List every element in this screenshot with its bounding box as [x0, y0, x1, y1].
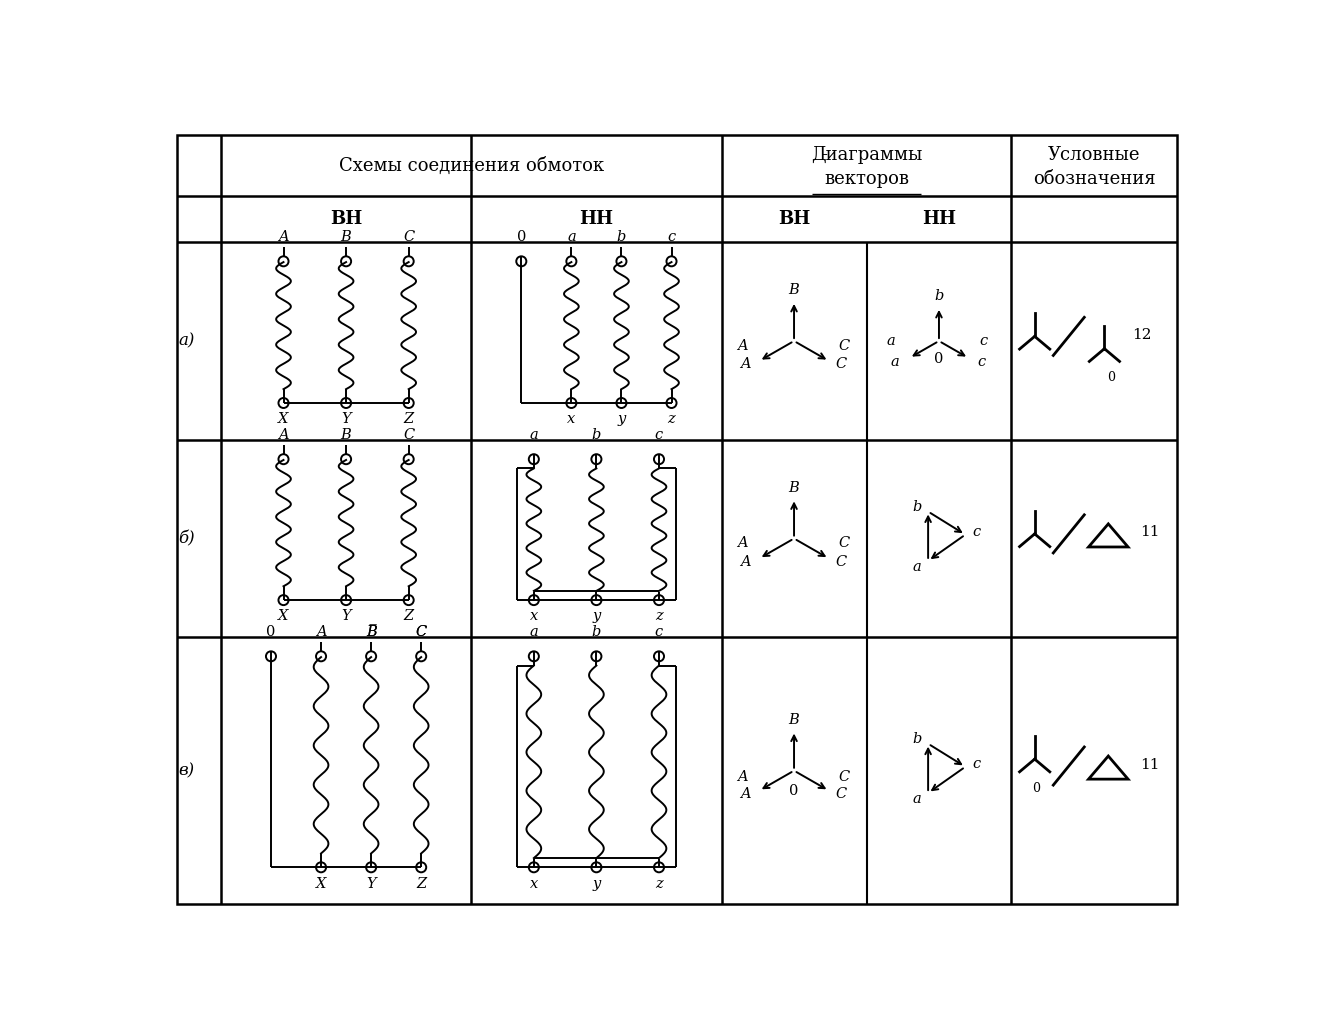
- Text: Z: Z: [404, 609, 413, 624]
- Text: Условные: Условные: [1048, 146, 1140, 165]
- Text: 0: 0: [517, 230, 526, 244]
- Text: -: -: [820, 146, 827, 165]
- Text: b: b: [617, 230, 626, 244]
- Text: C: C: [403, 428, 415, 442]
- Text: c: c: [972, 525, 980, 538]
- Text: a: a: [913, 792, 922, 806]
- Text: A: A: [740, 787, 750, 801]
- Text: z: z: [667, 413, 675, 426]
- Text: ВН: ВН: [778, 210, 810, 228]
- Text: B̅: B̅: [366, 626, 376, 639]
- Text: y: y: [617, 413, 626, 426]
- Text: a: a: [567, 230, 576, 244]
- Text: A: A: [737, 770, 748, 784]
- Text: y: y: [592, 609, 601, 624]
- Text: a: a: [886, 334, 896, 348]
- Text: b: b: [592, 428, 601, 442]
- Text: обозначения: обозначения: [1033, 170, 1156, 187]
- Text: z: z: [655, 609, 663, 624]
- Text: A: A: [737, 339, 748, 353]
- Text: C: C: [416, 626, 427, 639]
- Text: B: B: [341, 230, 351, 244]
- Text: a: a: [890, 355, 900, 368]
- Text: C: C: [403, 230, 415, 244]
- Text: c: c: [979, 334, 987, 348]
- Text: y: y: [592, 877, 601, 890]
- Text: X: X: [279, 413, 289, 426]
- Text: b: b: [913, 500, 922, 513]
- Text: C: C: [838, 536, 849, 551]
- Text: c: c: [972, 756, 980, 771]
- Text: c: c: [667, 230, 675, 244]
- Text: 0: 0: [934, 352, 943, 365]
- Text: Y: Y: [366, 877, 376, 890]
- Text: b: b: [913, 732, 922, 746]
- Text: x: x: [567, 413, 576, 426]
- Text: Диаграммы: Диаграммы: [811, 146, 922, 165]
- Text: б): б): [178, 530, 196, 547]
- Text: 11: 11: [1140, 757, 1159, 772]
- Text: x: x: [530, 877, 538, 890]
- Text: b: b: [934, 289, 943, 304]
- Text: 11: 11: [1140, 526, 1159, 539]
- Text: B: B: [366, 626, 376, 639]
- Text: Схемы соединения обмоток: Схемы соединения обмоток: [338, 156, 604, 175]
- Text: C: C: [838, 770, 849, 784]
- Text: Y: Y: [341, 609, 351, 624]
- Text: векторов: векторов: [824, 170, 909, 187]
- Text: c: c: [655, 626, 663, 639]
- Text: 0: 0: [1107, 371, 1115, 385]
- Text: в): в): [178, 762, 194, 779]
- Text: 0: 0: [267, 626, 276, 639]
- Text: C: C: [835, 787, 847, 801]
- Text: A: A: [740, 357, 750, 371]
- Text: A: A: [279, 230, 289, 244]
- Text: C: C: [416, 626, 427, 639]
- Text: Z: Z: [416, 877, 427, 890]
- Text: X: X: [316, 877, 326, 890]
- Text: B: B: [789, 713, 799, 726]
- Text: b: b: [592, 626, 601, 639]
- Text: B: B: [789, 283, 799, 297]
- Text: Z: Z: [404, 413, 413, 426]
- Text: B: B: [789, 481, 799, 495]
- Text: C: C: [835, 357, 847, 371]
- Text: a: a: [913, 560, 922, 574]
- Text: 0: 0: [790, 784, 799, 797]
- Text: X: X: [279, 609, 289, 624]
- Text: 0: 0: [1032, 782, 1040, 794]
- Text: x: x: [530, 609, 538, 624]
- Text: c: c: [655, 428, 663, 442]
- Text: a: a: [530, 626, 538, 639]
- Text: НН: НН: [580, 210, 613, 228]
- Text: НН: НН: [922, 210, 956, 228]
- Text: B: B: [341, 428, 351, 442]
- Text: z: z: [655, 877, 663, 890]
- Text: C: C: [838, 339, 849, 353]
- Text: c: c: [978, 355, 985, 368]
- Text: A: A: [740, 555, 750, 569]
- Text: а): а): [178, 332, 194, 350]
- Text: Y: Y: [341, 413, 351, 426]
- Text: A: A: [737, 536, 748, 551]
- Text: a: a: [530, 428, 538, 442]
- Text: 12: 12: [1132, 328, 1152, 342]
- Text: A: A: [279, 428, 289, 442]
- Text: C: C: [835, 555, 847, 569]
- Text: ВН: ВН: [330, 210, 362, 228]
- Text: A: A: [316, 626, 326, 639]
